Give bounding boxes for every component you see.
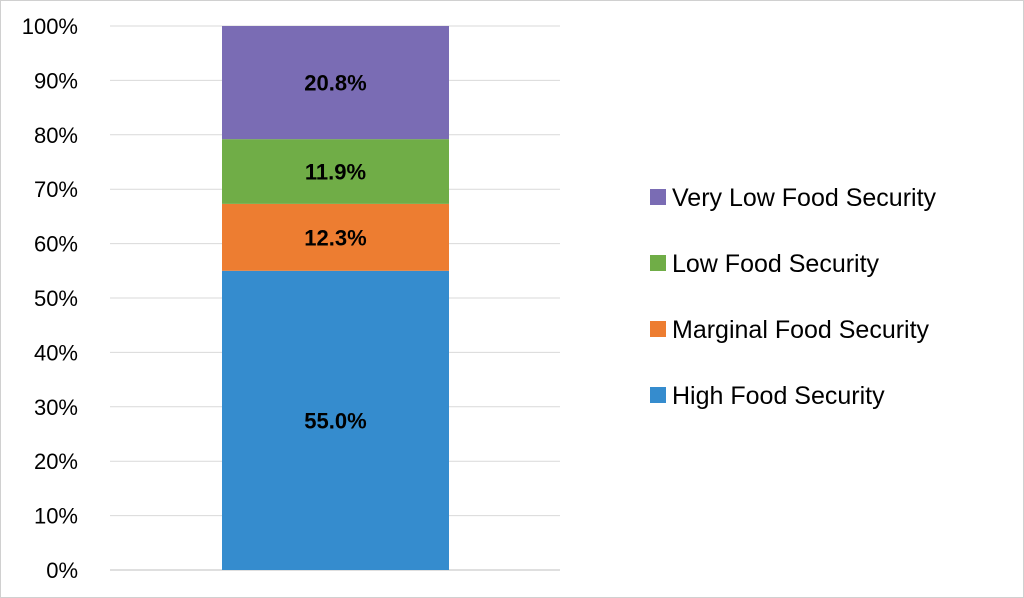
y-tick-label: 90% <box>34 68 78 93</box>
legend-label: Marginal Food Security <box>672 316 930 344</box>
y-tick-label: 40% <box>34 340 78 365</box>
y-tick-label: 60% <box>34 232 78 257</box>
bar-segment-low-food-security <box>222 139 449 204</box>
legend-label: High Food Security <box>672 382 885 410</box>
bar-segment-high-food-security <box>222 270 449 570</box>
y-tick-label: 50% <box>34 286 78 311</box>
data-label: 20.8% <box>304 71 366 96</box>
bar-segment-very-low-food-security <box>222 26 449 140</box>
y-tick-label: 0% <box>46 558 78 583</box>
legend-label: Very Low Food Security <box>672 184 937 212</box>
y-tick-label: 100% <box>22 14 78 39</box>
legend-swatch <box>650 321 666 337</box>
bar-segment-marginal-food-security <box>222 203 449 271</box>
legend-swatch <box>650 189 666 205</box>
y-tick-label: 80% <box>34 123 78 148</box>
y-tick-label: 70% <box>34 177 78 202</box>
legend-swatch <box>650 387 666 403</box>
data-label: 12.3% <box>304 225 366 250</box>
y-tick-label: 10% <box>34 504 78 529</box>
data-label: 11.9% <box>305 160 366 185</box>
y-tick-label: 30% <box>34 395 78 420</box>
data-label: 55.0% <box>304 408 366 433</box>
y-tick-label: 20% <box>34 449 78 474</box>
legend-swatch <box>650 255 666 271</box>
legend-label: Low Food Security <box>672 250 880 278</box>
